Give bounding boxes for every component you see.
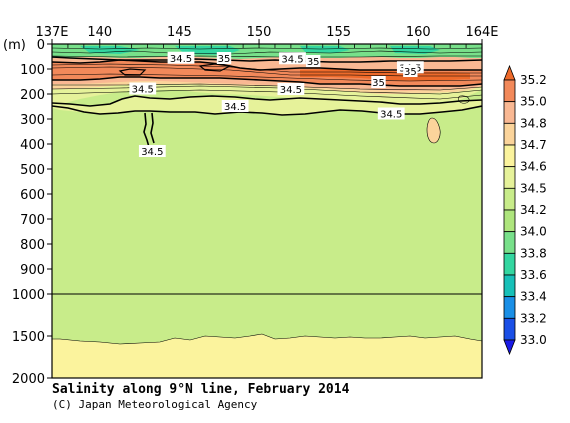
x-tick-label: 155 <box>326 25 351 40</box>
contour-label-bg <box>277 83 305 95</box>
colorbar-label: 34.8 <box>520 116 547 130</box>
colorbar-swatch <box>503 101 516 124</box>
colorbar: 35.2 35.0 34.8 34.7 34.6 34.5 34.2 34.0 33.8 33.6… <box>503 64 547 356</box>
y-tick-label: 100 <box>20 63 45 78</box>
blob-34-7-near-161 <box>427 118 441 143</box>
contour-label-bg <box>167 51 195 64</box>
colorbar-swatch <box>503 144 516 168</box>
contour-label: 34.5 <box>170 54 192 65</box>
colorbar-label: 34.7 <box>520 138 547 152</box>
plot-frame <box>51 43 483 379</box>
contour-label: 35 <box>218 54 231 65</box>
band-34-5-subsurface <box>52 96 482 116</box>
colorbar-swatch <box>503 187 516 211</box>
y-tick-label: 0 <box>37 38 45 53</box>
contour-34-5-lower <box>52 95 482 107</box>
contour-label-bg <box>279 52 306 65</box>
y-tick-label: 700 <box>20 213 45 228</box>
contour-label: 35 <box>404 67 417 78</box>
contour-deep-34-6 <box>52 333 482 345</box>
x-tick-label: 164E <box>465 25 498 40</box>
salinity-field <box>52 44 482 378</box>
colorbar-swatch <box>503 231 516 254</box>
colorbar-label: 35.0 <box>520 95 547 109</box>
y-tick-label: 500 <box>20 163 45 178</box>
colorbar-swatch <box>503 209 516 233</box>
contour-label-bg <box>138 145 166 157</box>
colorbar-label: 33.4 <box>520 290 547 304</box>
contour-label-bg <box>371 76 386 88</box>
contour-34-5-intrusion-b <box>150 112 155 144</box>
band-surface-low-salinity <box>52 44 482 59</box>
colorbar-swatch <box>503 252 516 276</box>
colorbar-swatch <box>503 122 516 146</box>
credit-line: (C) Japan Meteorological Agency <box>52 398 258 411</box>
contour-34-5-deep <box>52 105 482 116</box>
contour-label-bg <box>221 100 249 112</box>
contour-label-bg <box>216 52 232 64</box>
y-tick-label: 600 <box>20 188 45 203</box>
contour-label: 34.5 <box>224 102 246 113</box>
contour-label: 34.5 <box>280 85 302 96</box>
colorbar-swatch <box>503 317 516 341</box>
colorbar-label: 34.5 <box>520 181 547 195</box>
x-axis: 137E 140 145 150 155 160 164E <box>35 25 499 48</box>
contour-35-lower <box>52 76 482 87</box>
y-axis-unit: (m) <box>3 38 26 53</box>
colorbar-label: 33.2 <box>520 311 547 325</box>
colorbar-label: 34.2 <box>520 203 547 217</box>
y-axis: 100 200 300 400 500 600 700 800 900 1000 1500 2000 0 <box>12 38 52 387</box>
contour-thin-lines <box>52 47 482 144</box>
contour-label: 35 <box>372 78 385 89</box>
colorbar-label: 34.0 <box>520 225 547 239</box>
contour-label: 34.5 <box>281 54 303 65</box>
contour-label-bg <box>403 65 418 77</box>
colorbar-top-arrow <box>503 64 516 81</box>
contour-label-bg <box>129 82 157 95</box>
colorbar-swatch <box>503 79 516 103</box>
colorbar-label: 33.8 <box>520 246 547 260</box>
contour-label: 35 <box>307 57 320 68</box>
colorbar-label: 33.0 <box>520 333 547 347</box>
y-tick-label: 200 <box>20 88 45 103</box>
band-34-2-to-34-5 <box>52 85 482 344</box>
colorbar-label: 35.2 <box>520 73 547 87</box>
y-tick-label: 1500 <box>12 330 45 345</box>
y-tick-label: 2000 <box>12 372 45 387</box>
contour-label: 34.5 <box>141 147 163 158</box>
x-tick-label: 137E <box>35 25 68 40</box>
contour-label: 34.5 <box>380 110 402 121</box>
colorbar-swatch <box>503 296 516 319</box>
contour-label: 34.5 <box>132 85 154 96</box>
colorbar-label: 34.6 <box>520 160 547 174</box>
colorbar-swatch <box>503 166 516 189</box>
colorbar-bottom-arrow <box>503 339 516 356</box>
contour-label-bg <box>305 55 321 67</box>
contour-34-5-upper <box>52 56 482 63</box>
x-tick-label: 150 <box>247 25 272 40</box>
colorbar-swatch <box>503 274 516 298</box>
y-tick-label: 800 <box>20 238 45 253</box>
y-tick-label: 400 <box>20 138 45 153</box>
colorbar-label: 33.6 <box>520 268 547 282</box>
y-tick-label: 1000 <box>12 288 45 303</box>
contour-label-bg <box>377 107 405 120</box>
y-tick-label: 300 <box>20 113 45 128</box>
x-tick-label: 145 <box>167 25 192 40</box>
y-tick-label: 900 <box>20 263 45 278</box>
chart-title: Salinity along 9°N line, February 2014 <box>52 382 350 397</box>
x-tick-label: 140 <box>87 25 112 40</box>
x-tick-label: 160 <box>406 25 431 40</box>
